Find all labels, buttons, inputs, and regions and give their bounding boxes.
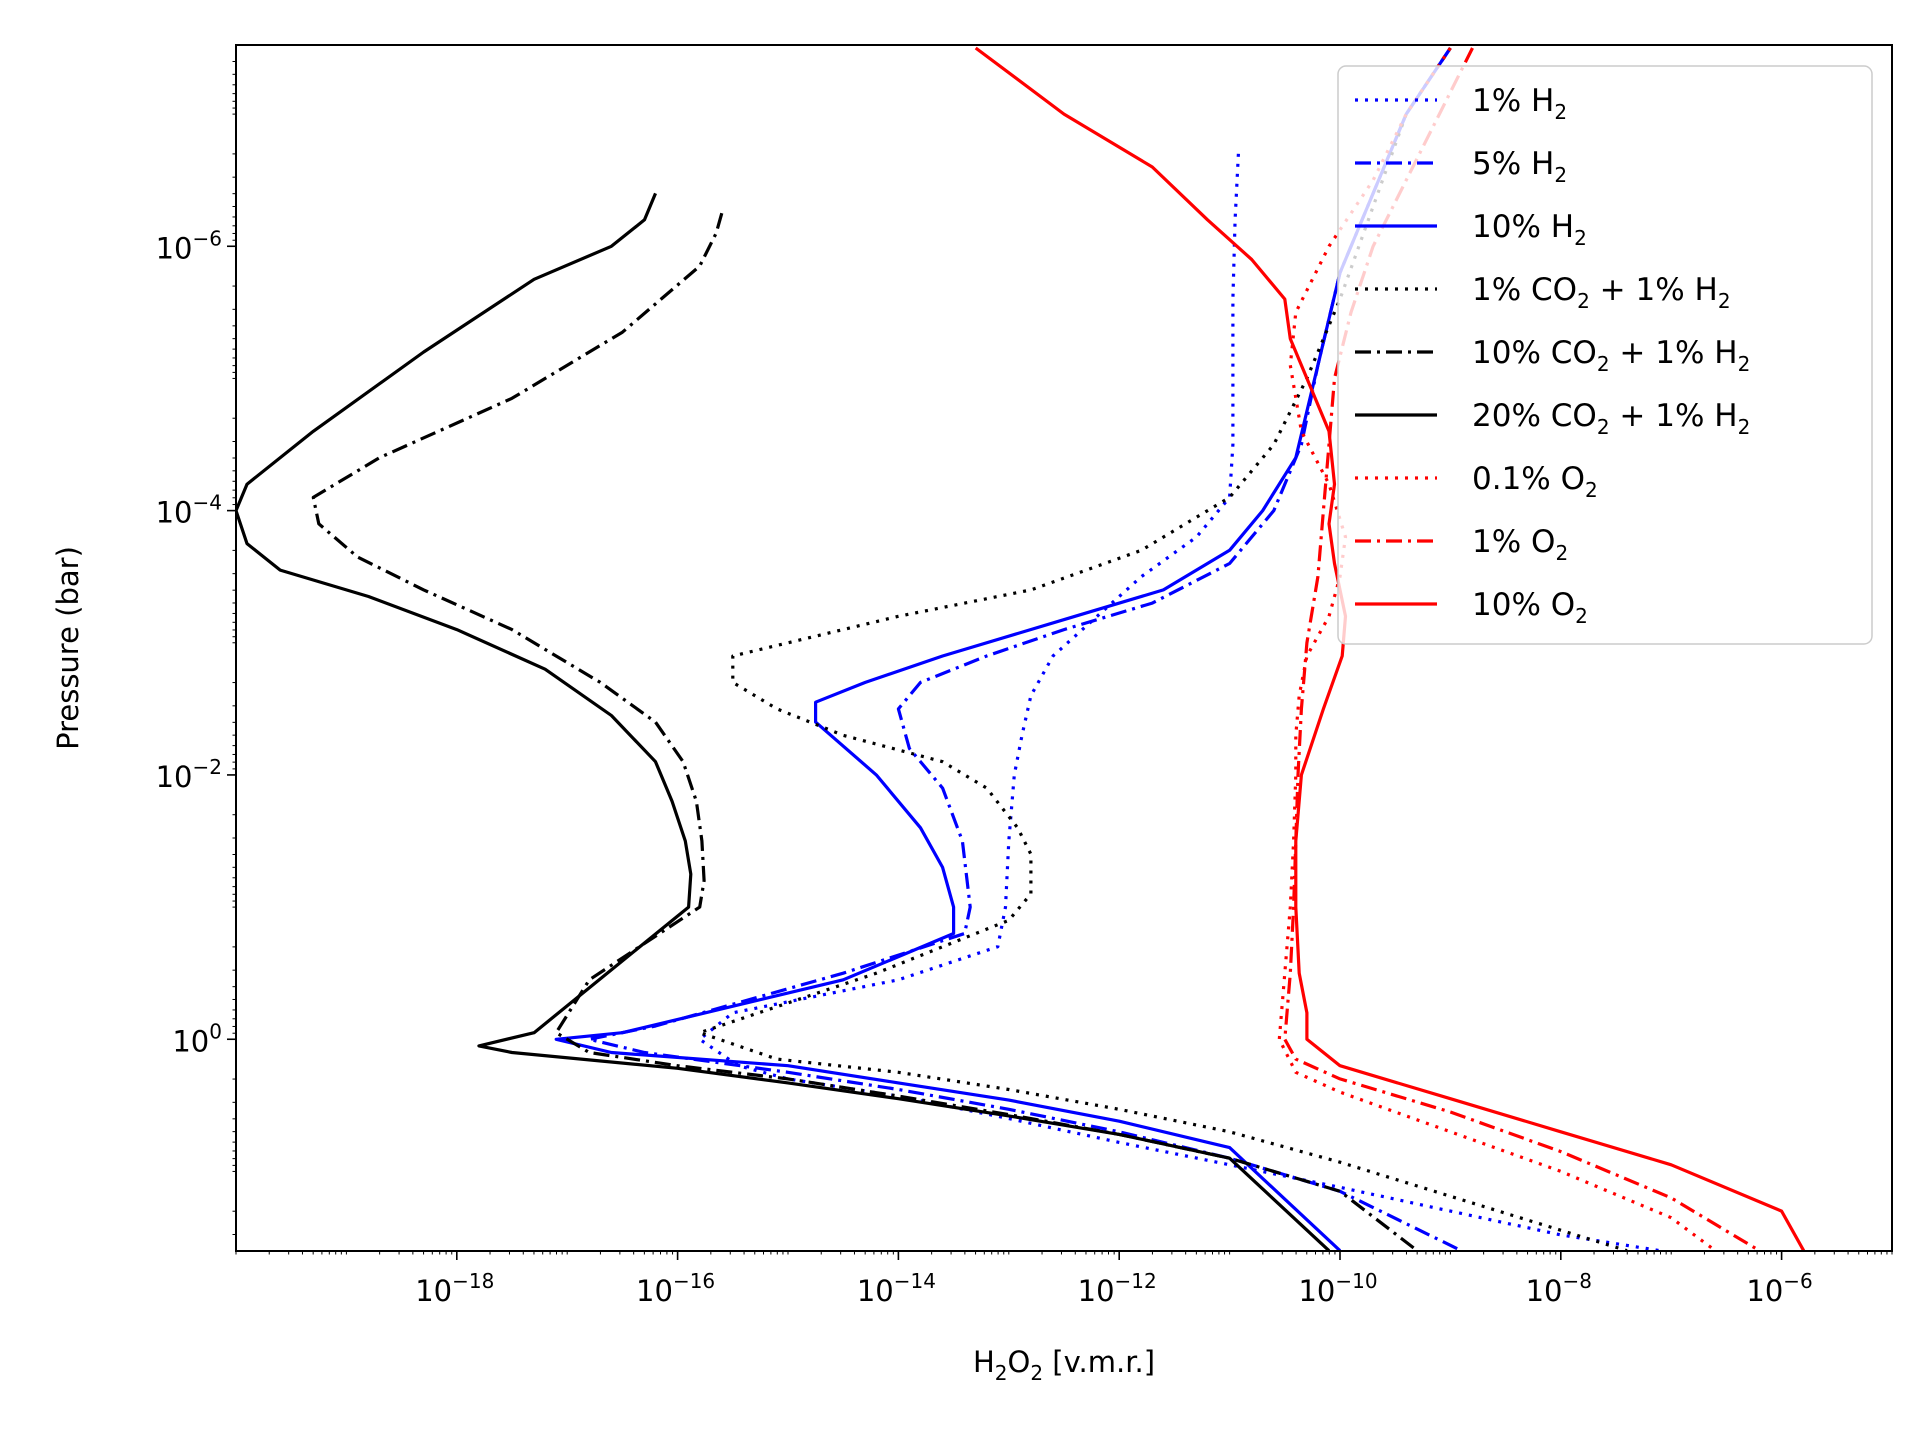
x-tick-label: 10−14 (857, 1269, 936, 1308)
x-tick-label: 10−6 (1746, 1269, 1812, 1308)
legend-label-7: 0.1% O2 (1472, 461, 1598, 502)
legend-label-4: 1% CO2 + 1% H2 (1472, 272, 1731, 313)
series-line-5 (311, 212, 1419, 1251)
series-line-3 (554, 47, 1452, 1251)
legend-label-8: 1% O2 (1472, 524, 1568, 565)
x-axis: 10−18 10−16 10−14 10−12 10−10 10−8 10−6 (235, 1251, 1893, 1308)
y-tick-label: 10−4 (156, 491, 222, 530)
legend-label-5: 10% CO2 + 1% H2 (1472, 335, 1750, 376)
y-tick-label: 100 (172, 1019, 222, 1058)
series-line-6 (236, 192, 1331, 1251)
legend-label-9: 10% O2 (1472, 587, 1588, 628)
legend: 1% H2 5% H2 10% H2 1% CO2 + 1% H2 10% CO2 + … (1337, 65, 1873, 645)
x-axis-label: H2O2 [v.m.r.] (973, 1345, 1155, 1385)
series-line-9 (974, 46, 1806, 1251)
plot-frame (235, 44, 1893, 1252)
y-axis-label: Pressure (bar) (51, 546, 85, 750)
x-tick-label: 10−18 (415, 1269, 494, 1308)
series-line-4 (698, 47, 1628, 1251)
y-tick-label: 10−2 (156, 755, 222, 794)
x-tick-label: 10−8 (1526, 1269, 1592, 1308)
legend-label-1: 1% H2 (1472, 83, 1567, 124)
y-axis: 10−6 10−4 10−2 100 (156, 61, 236, 1235)
x-tick-label: 10−16 (636, 1269, 715, 1308)
legend-label-6: 20% CO2 + 1% H2 (1472, 398, 1750, 439)
series-line-2 (587, 47, 1463, 1251)
x-tick-label: 10−10 (1298, 1269, 1377, 1308)
x-tick-label: 10−12 (1078, 1269, 1157, 1308)
legend-label-2: 5% H2 (1472, 146, 1567, 187)
legend-box (1337, 65, 1873, 645)
legend-label-3: 10% H2 (1472, 209, 1587, 250)
y-tick-label: 10−6 (156, 226, 222, 265)
series-line-1 (698, 153, 1661, 1251)
